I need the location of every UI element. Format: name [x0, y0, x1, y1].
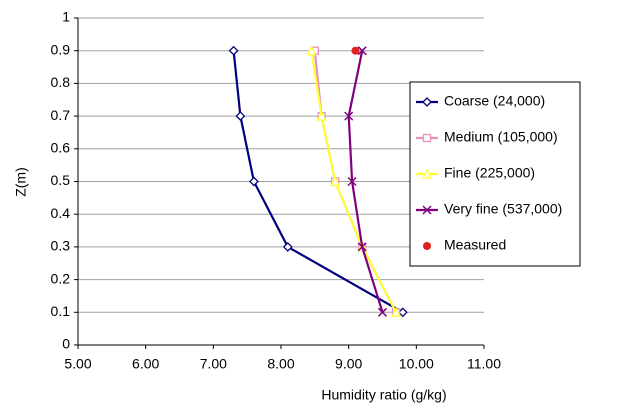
x-tick-label: 6.00 — [132, 356, 159, 372]
y-tick-label: 0.9 — [51, 41, 71, 57]
y-tick-label: 0.1 — [51, 303, 71, 319]
y-tick-label: 0.8 — [51, 74, 71, 90]
marker — [306, 45, 317, 56]
marker — [377, 307, 388, 317]
legend-box — [409, 81, 581, 267]
marker — [390, 306, 402, 317]
marker — [357, 46, 367, 56]
marker — [347, 176, 357, 187]
marker — [249, 176, 259, 187]
y-tick-label: 0.7 — [51, 107, 71, 123]
marker — [235, 111, 246, 122]
x-tick-label: 5.00 — [64, 356, 91, 372]
legend-marker — [422, 97, 432, 107]
x-tick-label: 9.00 — [335, 356, 362, 372]
x-tick-label: 10.00 — [399, 356, 434, 372]
y-tick-label: 0.5 — [51, 172, 71, 188]
x-tick-label: 11.00 — [467, 356, 501, 372]
y-tick-label: 0.2 — [51, 270, 71, 286]
x-tick-label: 7.00 — [200, 356, 227, 372]
legend-label: Medium (105,000) — [444, 129, 558, 145]
y-tick-label: 0.6 — [51, 140, 71, 156]
legend-marker — [422, 205, 432, 215]
y-tick-label: 0 — [62, 336, 70, 352]
marker — [228, 45, 239, 56]
marker — [330, 176, 341, 187]
legend-marker — [423, 242, 431, 250]
y-tick-label: 1 — [62, 9, 70, 25]
y-axis-title: Z(m) — [13, 167, 29, 197]
marker — [351, 46, 360, 55]
marker — [344, 111, 354, 121]
marker — [316, 110, 327, 121]
y-tick-label: 0.4 — [51, 205, 71, 221]
legend-label: Fine (225,000) — [444, 165, 535, 181]
legend-marker — [421, 168, 433, 179]
y-tick-label: 0.3 — [51, 238, 71, 254]
marker — [357, 242, 367, 252]
x-tick-label: 8.00 — [267, 356, 294, 372]
marker — [282, 241, 293, 252]
legend: Coarse (24,000) Medium (105,000) Fine (225… — [409, 81, 581, 267]
legend-label: Measured — [444, 237, 506, 253]
legend-label: Coarse (24,000) — [444, 93, 545, 109]
legend-marker — [422, 133, 432, 143]
x-axis-title: Humidity ratio (g/kg) — [321, 387, 446, 403]
legend-label: Very fine (537,000) — [444, 201, 562, 217]
